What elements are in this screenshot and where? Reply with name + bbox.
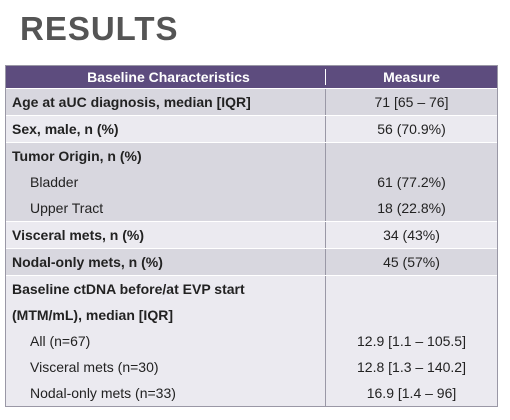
row: Sex, male, n (%) 56 (70.9%)	[6, 116, 497, 142]
row: Visceral mets, n (%) 34 (43%)	[6, 222, 497, 248]
row: All (n=67) 12.9 [1.1 – 105.5]	[6, 328, 497, 354]
label-cell: Visceral mets (n=30)	[6, 354, 326, 380]
row-group: Nodal-only mets, n (%) 45 (57%)	[6, 248, 497, 275]
title: RESULTS	[20, 10, 179, 47]
header-row: Baseline Characteristics Measure	[6, 66, 497, 88]
label-cell: Baseline ctDNA before/at EVP start	[6, 276, 326, 302]
value-cell: 56 (70.9%)	[377, 121, 446, 137]
row: Baseline ctDNA before/at EVP start	[6, 276, 497, 302]
label-cell: (MTM/mL), median [IQR]	[6, 302, 326, 328]
table: Baseline Characteristics Measure Age at …	[5, 65, 498, 407]
header-cell: Measure	[383, 69, 440, 85]
label-cell: Sex, male, n (%)	[6, 116, 326, 142]
label-cell: Bladder	[6, 169, 326, 195]
row: Tumor Origin, n (%)	[6, 143, 497, 169]
label-cell: Age at aUC diagnosis, median [IQR]	[6, 89, 326, 115]
row: Nodal-only mets, n (%) 45 (57%)	[6, 249, 497, 275]
row: Upper Tract 18 (22.8%)	[6, 195, 497, 221]
row-group: Visceral mets, n (%) 34 (43%)	[6, 221, 497, 248]
row-group: Age at aUC diagnosis, median [IQR] 71 [65…	[6, 88, 497, 115]
value-cell: 34 (43%)	[383, 227, 440, 243]
row: Age at aUC diagnosis, median [IQR] 71 [65…	[6, 89, 497, 115]
label-cell: All (n=67)	[6, 328, 326, 354]
row-group: Baseline ctDNA before/at EVP start (MTM/m…	[6, 275, 497, 406]
row-group: Sex, male, n (%) 56 (70.9%)	[6, 115, 497, 142]
value-cell: 71 [65 – 76]	[374, 94, 449, 110]
row: Bladder 61 (77.2%)	[6, 169, 497, 195]
label-cell: Nodal-only mets (n=33)	[6, 380, 326, 406]
value-cell: 16.9 [1.4 – 96]	[366, 385, 457, 401]
value-cell: 45 (57%)	[383, 254, 440, 270]
label-cell: Nodal-only mets, n (%)	[6, 249, 326, 275]
value-cell: 61 (77.2%)	[377, 174, 446, 190]
value-cell	[326, 276, 497, 302]
value-cell: 12.8 [1.3 – 140.2]	[357, 359, 466, 375]
row: Nodal-only mets (n=33) 16.9 [1.4 – 96]	[6, 380, 497, 406]
value-cell	[326, 143, 497, 169]
value-cell: 12.9 [1.1 – 105.5]	[357, 333, 466, 349]
value-cell	[326, 302, 497, 328]
row: (MTM/mL), median [IQR]	[6, 302, 497, 328]
label-cell: Tumor Origin, n (%)	[6, 143, 326, 169]
label-cell: Visceral mets, n (%)	[6, 222, 326, 248]
value-cell: 18 (22.8%)	[377, 200, 446, 216]
label-cell: Upper Tract	[6, 195, 326, 221]
row: Visceral mets (n=30) 12.8 [1.3 – 140.2]	[6, 354, 497, 380]
row-group: Tumor Origin, n (%) Bladder 61 (77.2%) Uppe…	[6, 142, 497, 221]
header-cell: Baseline Characteristics	[6, 69, 326, 85]
